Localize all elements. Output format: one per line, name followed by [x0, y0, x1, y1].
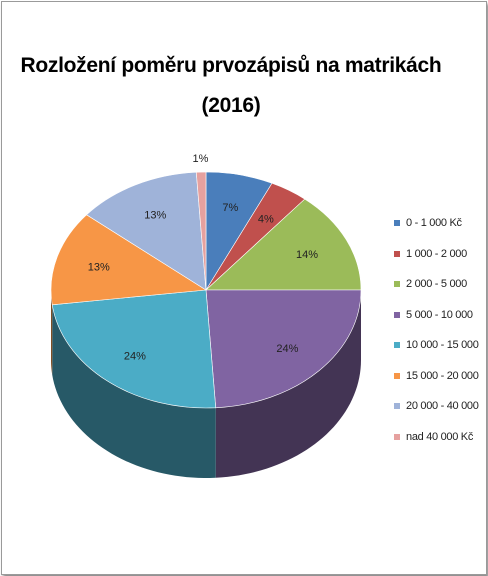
pie-slice-7	[195, 171, 207, 291]
pie-top	[50, 171, 362, 409]
legend-item: 15 000 - 20 000	[394, 361, 479, 392]
pie-sides	[51, 290, 361, 478]
pie-labels: 7% 4% 14% 24% 24% 13% 13% 1%	[88, 153, 318, 363]
legend-label: 5 000 - 10 000	[406, 308, 473, 321]
pie-label-4: 24%	[124, 351, 146, 363]
pie-slice-4	[51, 289, 217, 409]
legend-swatch	[394, 311, 400, 318]
legend-item: 5 000 - 10 000	[394, 300, 479, 331]
pie-label-5: 13%	[88, 261, 110, 273]
legend-swatch	[394, 372, 400, 379]
legend-label: 2 000 - 5 000	[406, 278, 467, 291]
pie-label-6: 13%	[144, 209, 166, 221]
legend: 0 - 1 000 Kč 1 000 - 2 000 2 000 - 5 000 5 …	[394, 208, 479, 452]
legend-label: 15 000 - 20 000	[406, 369, 479, 382]
pie-side-5	[51, 290, 53, 375]
pie-slice-3	[205, 289, 362, 409]
pie-slice-5	[50, 214, 207, 306]
chart-subtitle-line: (2016)	[201, 94, 261, 117]
chart-title-line: Rozložení poměru prvozápisů na matrikách	[20, 54, 442, 77]
legend-item: 1 000 - 2 000	[394, 239, 479, 270]
pie-label-2: 14%	[296, 249, 318, 261]
pie-side-3	[215, 290, 361, 478]
legend-swatch	[394, 250, 400, 257]
legend-swatch	[394, 281, 400, 288]
pie-label-0: 7%	[222, 202, 238, 214]
legend-item: 2 000 - 5 000	[394, 269, 479, 300]
pie-label-7: 1%	[193, 153, 209, 165]
legend-swatch	[394, 433, 400, 440]
legend-swatch	[394, 342, 400, 349]
pie-label-1: 4%	[258, 213, 274, 225]
legend-swatch	[394, 220, 400, 227]
legend-label: 10 000 - 15 000	[406, 339, 479, 352]
legend-item: 0 - 1 000 Kč	[394, 208, 479, 239]
pie-label-3: 24%	[276, 343, 298, 355]
chart-title: Rozložení poměru prvozápisů na matrikách…	[2, 46, 460, 126]
legend-label: nad 40 000 Kč	[406, 430, 474, 443]
pie-slice-2	[205, 198, 362, 291]
legend-label: 0 - 1 000 Kč	[406, 217, 462, 230]
legend-label: 20 000 - 40 000	[406, 400, 479, 413]
legend-item: 20 000 - 40 000	[394, 391, 479, 422]
legend-swatch	[394, 403, 400, 410]
pie-side-4	[52, 304, 216, 478]
legend-item: 10 000 - 15 000	[394, 330, 479, 361]
legend-label: 1 000 - 2 000	[406, 247, 467, 260]
legend-item: nad 40 000 Kč	[394, 422, 479, 453]
pie-slice-6	[86, 171, 207, 291]
